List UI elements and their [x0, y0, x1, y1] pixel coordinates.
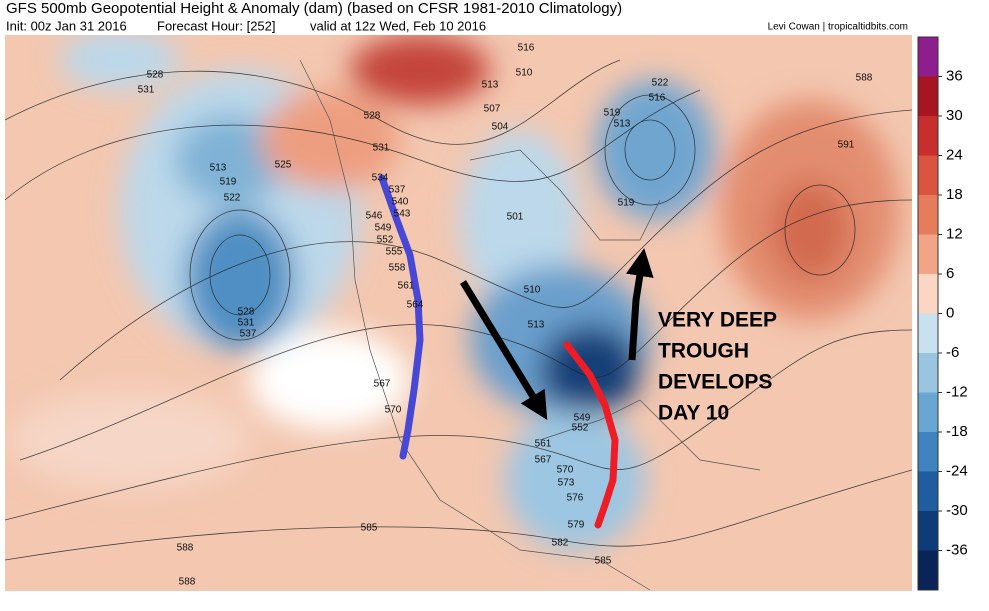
contour-label: 519 — [618, 198, 635, 209]
contour-label: 537 — [240, 329, 257, 340]
contour-label: 531 — [138, 85, 155, 96]
colorbar-segment — [918, 234, 938, 275]
contour-label: 564 — [407, 300, 424, 311]
colorbar-segment — [918, 353, 938, 393]
init: Init: 00z Jan 31 2016 — [6, 18, 127, 33]
colorbar-segment — [918, 274, 938, 314]
contour-label: 585 — [361, 523, 378, 534]
contour-label: 555 — [386, 247, 403, 258]
trough-line — [563, 341, 619, 529]
colorbar-tick-label: 24 — [946, 146, 963, 163]
contour-label: 588 — [856, 73, 873, 84]
valid-time: valid at 12z Wed, Feb 10 2016 — [310, 18, 486, 33]
colorbar-tick-label: -36 — [946, 541, 968, 558]
contour-label: 588 — [177, 543, 194, 554]
contour-label: 561 — [535, 439, 552, 450]
colorbar-segment — [918, 155, 938, 196]
colorbar-tick-label: 36 — [946, 67, 963, 84]
contour-label: 570 — [385, 405, 402, 416]
contour-label: 588 — [179, 577, 196, 588]
contour-label: 525 — [275, 160, 292, 171]
contour-label: 579 — [568, 520, 585, 531]
annotation: VERY DEEP TROUGH DEVELOPS DAY 10 — [658, 309, 777, 425]
colorbar-tick-label: 30 — [946, 107, 963, 124]
contour-label: 531 — [373, 143, 390, 154]
contour-label: 558 — [389, 263, 406, 274]
annotation-line: DEVELOPS — [658, 371, 772, 394]
contour-label: 537 — [389, 185, 406, 196]
colorbar-segment — [918, 471, 938, 512]
colorbar-segment — [918, 37, 938, 77]
colorbar-tick-label: -30 — [946, 502, 968, 519]
contour-label: 570 — [557, 465, 574, 476]
contour-label: 552 — [377, 235, 394, 246]
contour-label: 567 — [535, 455, 552, 466]
annotation-line: DAY 10 — [658, 402, 729, 425]
ridge-line — [378, 174, 424, 460]
contour-label: 501 — [507, 212, 524, 223]
contour-label: 528 — [364, 111, 381, 122]
contour-label: 510 — [516, 68, 533, 79]
colorbar-tick-label: 18 — [946, 186, 963, 203]
arrow — [625, 248, 654, 361]
contour-label: 519 — [604, 108, 621, 119]
contour-label: 513 — [482, 80, 499, 91]
contour-label: 522 — [652, 78, 669, 89]
arrow — [460, 280, 548, 420]
contour-label: 540 — [392, 197, 409, 208]
contour-label: 576 — [567, 493, 584, 504]
forecast-hour: Forecast Hour: [252] — [157, 18, 276, 33]
contour-label: 528 — [238, 307, 255, 318]
contour-label: 534 — [372, 173, 389, 184]
contour-label: 528 — [147, 70, 164, 81]
title: GFS 500mb Geopotential Height & Anomaly … — [6, 0, 622, 17]
colorbar: 36 30 24 18 12 6 0 -6 -12 -18 -24 -30 -36 — [917, 36, 968, 591]
contour-label: 531 — [238, 318, 255, 329]
colorbar-segment — [918, 550, 938, 591]
colorbar-tick-label: -6 — [946, 344, 959, 361]
colorbar-segment — [918, 76, 938, 117]
annotation-line: VERY DEEP — [658, 309, 777, 332]
annotation-line: TROUGH — [658, 340, 749, 363]
colorbar-segment — [918, 195, 938, 235]
contour-label: 573 — [558, 478, 575, 489]
colorbar-segment — [918, 313, 938, 354]
contour-label: 549 — [375, 223, 392, 234]
colorbar-tick-label: -12 — [946, 383, 968, 400]
contour-label: 513 — [614, 119, 631, 130]
contour-label: 549 — [574, 413, 591, 424]
contour-label: 552 — [572, 423, 589, 434]
map — [5, 35, 912, 591]
colorbar-segment — [918, 392, 938, 433]
contour-label: 582 — [552, 538, 569, 549]
colorbar-tick-label: -18 — [946, 423, 968, 440]
contour-label: 591 — [838, 140, 855, 151]
contour-label: 561 — [398, 281, 415, 292]
colorbar-segment — [918, 432, 938, 472]
colorbar-segment — [918, 116, 938, 156]
colorbar-segment — [918, 511, 938, 551]
contour-label: 516 — [649, 93, 666, 104]
contour-label: 516 — [518, 43, 535, 54]
contour-label: 519 — [220, 177, 237, 188]
contour-label: 546 — [366, 211, 383, 222]
contour-label: 507 — [484, 104, 501, 115]
contour-label: 522 — [224, 193, 241, 204]
credit: Levi Cowan | tropicaltidbits.com — [768, 22, 908, 33]
colorbar-tick-label: -24 — [946, 462, 968, 479]
colorbar-tick-label: 6 — [946, 265, 954, 282]
contour-label: 504 — [492, 122, 509, 133]
contour-label: 585 — [595, 556, 612, 567]
contour-label: 513 — [528, 320, 545, 331]
contour-label: 543 — [394, 209, 411, 220]
contour-label: 513 — [210, 163, 227, 174]
contour-label: 567 — [374, 379, 391, 390]
colorbar-tick-label: 12 — [946, 225, 963, 242]
contour-labels: 5285315135195225285315375255285315345375… — [138, 43, 873, 588]
colorbar-tick-label: 0 — [946, 304, 954, 321]
contour-label: 510 — [524, 285, 541, 296]
